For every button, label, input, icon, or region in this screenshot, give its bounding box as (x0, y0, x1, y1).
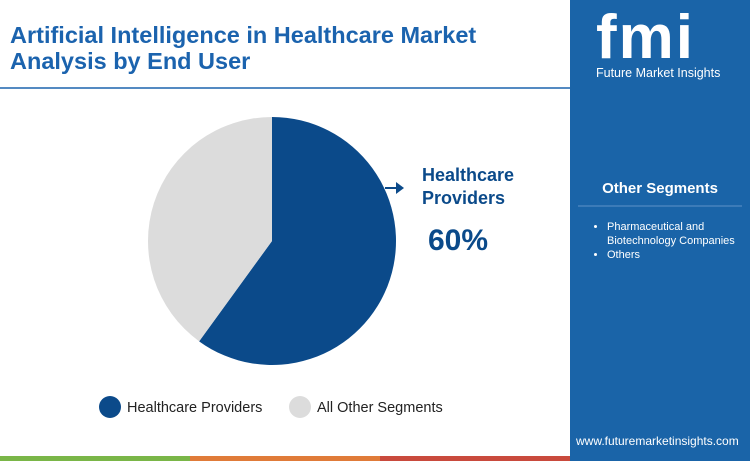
pie-slice (199, 117, 396, 365)
pie-slice (148, 117, 272, 342)
stripe (0, 456, 190, 461)
stripe (570, 456, 750, 461)
sidebar-item: Others (607, 248, 750, 262)
legend-label: Healthcare Providers (127, 400, 262, 416)
footer-url: www.futuremarketinsights.com (576, 434, 739, 448)
legend-swatch (289, 396, 311, 418)
logo-name: Future Market Insights (596, 66, 721, 80)
sidebar (570, 0, 750, 461)
stripe (190, 456, 380, 461)
value-label: 60% (428, 224, 489, 257)
sidebar-item: Pharmaceutical and Biotechnology Compani… (607, 220, 750, 248)
sidebar-title: Other Segments (602, 180, 718, 197)
chart-title: Artificial Intelligence in Healthcare Ma… (10, 22, 477, 74)
legend-swatch (99, 396, 121, 418)
stripe (380, 456, 570, 461)
logo-mark: fmi (596, 3, 695, 72)
legend-label: All Other Segments (317, 400, 443, 416)
callout-label: Healthcare Providers (422, 165, 515, 208)
callout-arrow-head (396, 182, 404, 194)
sidebar-list: Pharmaceutical and Biotechnology Compani… (590, 220, 750, 262)
